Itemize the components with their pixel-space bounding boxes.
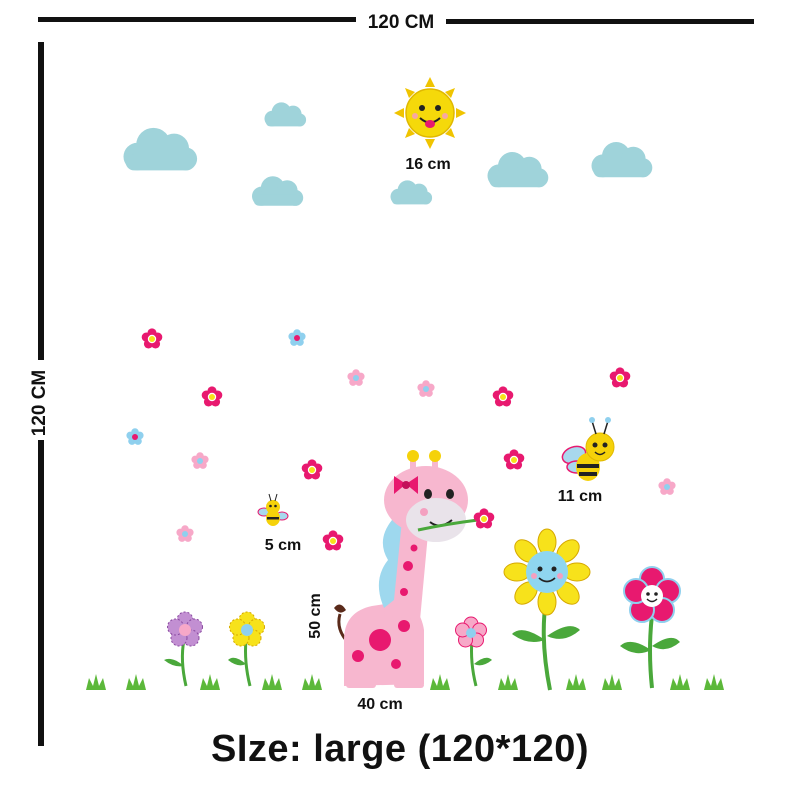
purple-flower xyxy=(164,611,203,687)
height-bar-top xyxy=(38,42,44,360)
magenta-ground-flower xyxy=(620,566,681,689)
grass-tuft xyxy=(200,674,220,690)
grass-tuft xyxy=(566,674,586,690)
height-dimension: 120 CM xyxy=(29,42,50,746)
giraffe-width-label: 40 cm xyxy=(357,696,402,713)
width-bar-left xyxy=(38,17,356,22)
grass-tuft xyxy=(126,674,146,690)
ground-flowers xyxy=(164,528,681,691)
size-caption: SIze: large (120*120) xyxy=(210,728,590,770)
flower xyxy=(176,525,194,542)
pink-ground-flower xyxy=(455,616,492,687)
sunflower xyxy=(503,528,591,691)
cloud xyxy=(123,127,198,171)
small-bee-size-label: 5 cm xyxy=(265,537,301,554)
flower xyxy=(126,428,144,445)
height-bar-bottom xyxy=(38,440,44,746)
flower xyxy=(191,452,209,469)
flower xyxy=(492,386,514,407)
cloud xyxy=(487,152,549,188)
flower xyxy=(609,367,631,388)
grass-tuft xyxy=(670,674,690,690)
giraffe-height-label: 50 cm xyxy=(307,593,324,638)
sun-sticker xyxy=(394,77,466,149)
grass-tuft xyxy=(86,674,106,690)
flower xyxy=(347,369,365,386)
flower xyxy=(141,328,163,349)
grass-tuft xyxy=(704,674,724,690)
grass-tuft xyxy=(262,674,282,690)
giraffe-mouth-flower xyxy=(473,508,495,529)
cloud xyxy=(264,102,307,127)
grass-tuft xyxy=(430,674,450,690)
flower xyxy=(417,380,435,397)
big-bee-sticker xyxy=(561,417,615,481)
flower xyxy=(288,329,306,346)
flower xyxy=(322,530,344,551)
cloud xyxy=(591,142,653,178)
flower xyxy=(201,386,223,407)
grass-tuft xyxy=(302,674,322,690)
height-label: 120 CM xyxy=(29,370,50,437)
cloud xyxy=(390,180,433,205)
cloud xyxy=(252,176,304,206)
width-label: 120 CM xyxy=(368,12,435,33)
small-bee-sticker xyxy=(257,493,289,526)
giraffe-sticker xyxy=(334,450,495,688)
clouds xyxy=(123,102,653,206)
sun-size-label: 16 cm xyxy=(405,156,450,173)
width-bar-right xyxy=(446,19,754,24)
width-dimension: 120 CM xyxy=(38,12,754,33)
grass-tuft xyxy=(498,674,518,690)
yellow-flower xyxy=(228,611,265,687)
flower xyxy=(301,459,323,480)
flower xyxy=(503,449,525,470)
big-bee-size-label: 11 cm xyxy=(558,488,602,505)
flower xyxy=(658,478,676,495)
grass-tuft xyxy=(602,674,622,690)
